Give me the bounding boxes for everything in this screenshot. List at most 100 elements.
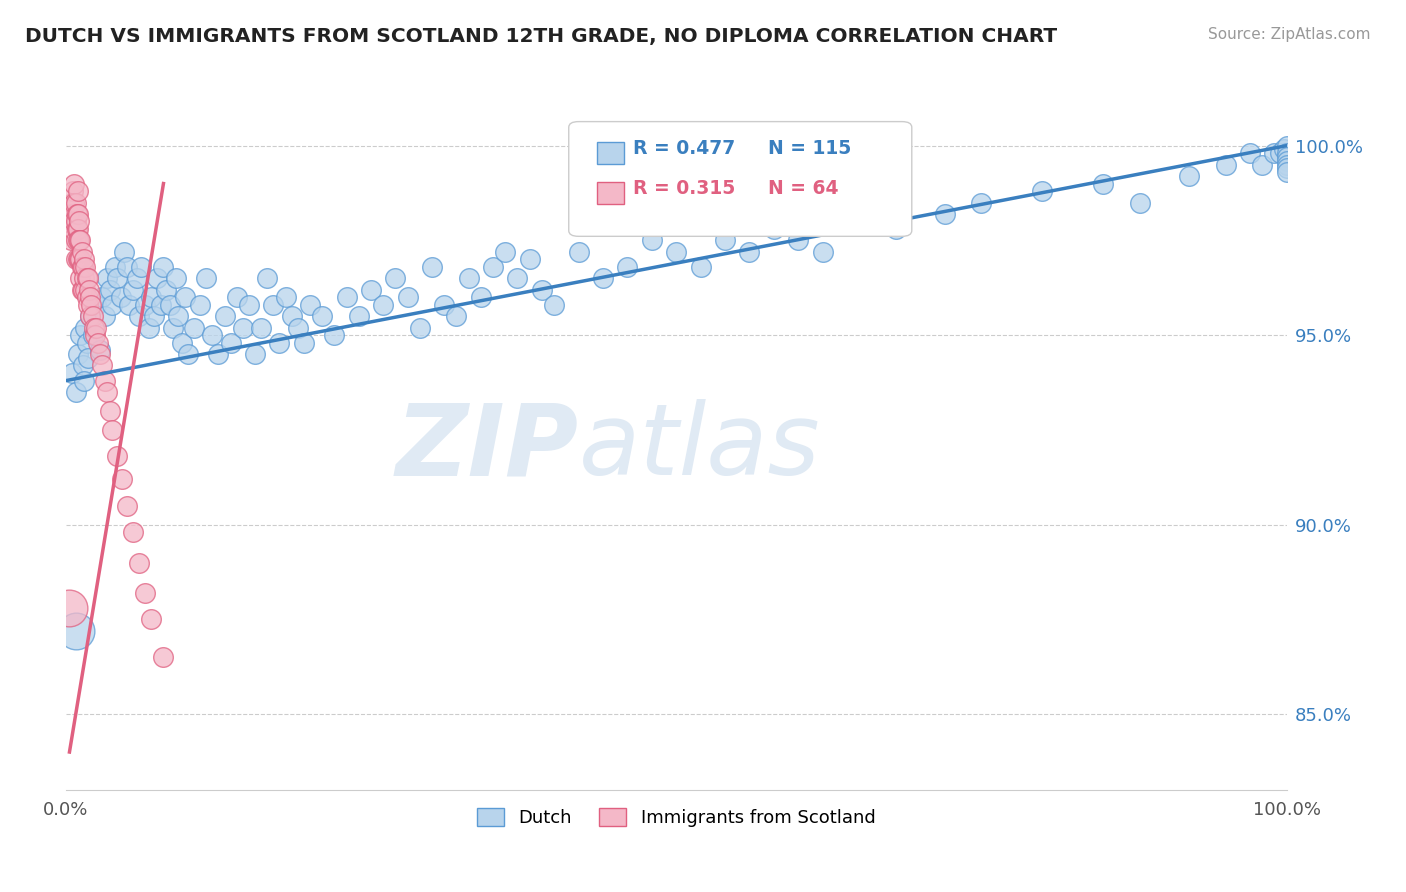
Point bbox=[65, 234, 87, 248]
Point bbox=[787, 234, 810, 248]
Point bbox=[250, 320, 273, 334]
Point bbox=[59, 234, 82, 248]
Point bbox=[67, 214, 90, 228]
Point bbox=[86, 320, 108, 334]
Point bbox=[128, 556, 150, 570]
Point bbox=[67, 234, 90, 248]
Point bbox=[131, 260, 153, 274]
Point bbox=[530, 283, 553, 297]
Point bbox=[89, 347, 111, 361]
Point bbox=[76, 290, 98, 304]
Point bbox=[72, 359, 94, 373]
Point bbox=[457, 271, 479, 285]
Point bbox=[63, 214, 86, 228]
Point bbox=[567, 244, 589, 259]
Point bbox=[75, 320, 97, 334]
Point bbox=[1275, 153, 1298, 168]
Point bbox=[62, 184, 84, 198]
Point bbox=[1275, 146, 1298, 161]
Point bbox=[66, 347, 89, 361]
Text: atlas: atlas bbox=[578, 400, 820, 497]
Point bbox=[195, 271, 218, 285]
Legend: Dutch, Immigrants from Scotland: Dutch, Immigrants from Scotland bbox=[470, 800, 883, 834]
Point bbox=[75, 260, 97, 274]
Point bbox=[66, 222, 89, 236]
Point bbox=[1129, 195, 1152, 210]
Point bbox=[298, 298, 321, 312]
Point bbox=[207, 347, 229, 361]
Point bbox=[269, 335, 291, 350]
Point bbox=[1251, 158, 1274, 172]
Text: DUTCH VS IMMIGRANTS FROM SCOTLAND 12TH GRADE, NO DIPLOMA CORRELATION CHART: DUTCH VS IMMIGRANTS FROM SCOTLAND 12TH G… bbox=[25, 27, 1057, 45]
Point bbox=[1178, 169, 1201, 183]
Point bbox=[183, 320, 205, 334]
Point bbox=[118, 298, 141, 312]
Point bbox=[506, 271, 529, 285]
Text: N = 64: N = 64 bbox=[768, 179, 838, 198]
Point bbox=[1275, 165, 1298, 179]
Point bbox=[89, 343, 111, 358]
Point bbox=[446, 309, 468, 323]
Point bbox=[66, 184, 89, 198]
Point bbox=[94, 374, 117, 388]
Point bbox=[67, 252, 90, 267]
Point bbox=[134, 586, 156, 600]
Point bbox=[101, 298, 124, 312]
Point bbox=[80, 298, 103, 312]
Point bbox=[70, 283, 93, 297]
Point bbox=[384, 271, 406, 285]
Text: R = 0.315: R = 0.315 bbox=[634, 179, 735, 198]
Point bbox=[162, 320, 184, 334]
Point bbox=[165, 271, 187, 285]
Point bbox=[59, 222, 82, 236]
FancyBboxPatch shape bbox=[596, 143, 624, 164]
Point bbox=[65, 384, 87, 399]
Point bbox=[65, 252, 87, 267]
Point bbox=[292, 335, 315, 350]
Point bbox=[69, 252, 91, 267]
Point bbox=[122, 525, 145, 540]
Point bbox=[134, 298, 156, 312]
Point bbox=[347, 309, 370, 323]
Point bbox=[70, 260, 93, 274]
Point bbox=[1270, 146, 1292, 161]
Point bbox=[214, 309, 236, 323]
Text: ZIP: ZIP bbox=[395, 400, 578, 497]
Point bbox=[128, 309, 150, 323]
Point bbox=[1239, 146, 1261, 161]
Point bbox=[110, 290, 132, 304]
Point bbox=[77, 283, 100, 297]
Point bbox=[848, 214, 870, 228]
Point bbox=[66, 207, 89, 221]
Point bbox=[63, 177, 86, 191]
Point bbox=[256, 271, 278, 285]
Point bbox=[1272, 143, 1295, 157]
Point bbox=[98, 283, 121, 297]
Point bbox=[738, 244, 761, 259]
Point bbox=[79, 309, 101, 323]
Point bbox=[84, 328, 107, 343]
Point bbox=[262, 298, 284, 312]
Point bbox=[98, 404, 121, 418]
Point bbox=[58, 601, 80, 615]
Point bbox=[225, 290, 247, 304]
Point bbox=[335, 290, 357, 304]
Point bbox=[311, 309, 333, 323]
Point bbox=[138, 320, 160, 334]
Point bbox=[60, 366, 83, 380]
Point bbox=[1215, 158, 1237, 172]
Point bbox=[58, 207, 80, 221]
Point bbox=[689, 260, 711, 274]
Point bbox=[665, 244, 688, 259]
Point bbox=[70, 244, 93, 259]
Point bbox=[115, 499, 138, 513]
Point bbox=[65, 214, 87, 228]
Point bbox=[592, 271, 614, 285]
Point bbox=[86, 298, 108, 312]
Point bbox=[433, 298, 456, 312]
Point bbox=[122, 283, 145, 297]
Point bbox=[141, 612, 163, 626]
Point bbox=[79, 309, 101, 323]
Point bbox=[105, 450, 128, 464]
Point bbox=[73, 252, 96, 267]
